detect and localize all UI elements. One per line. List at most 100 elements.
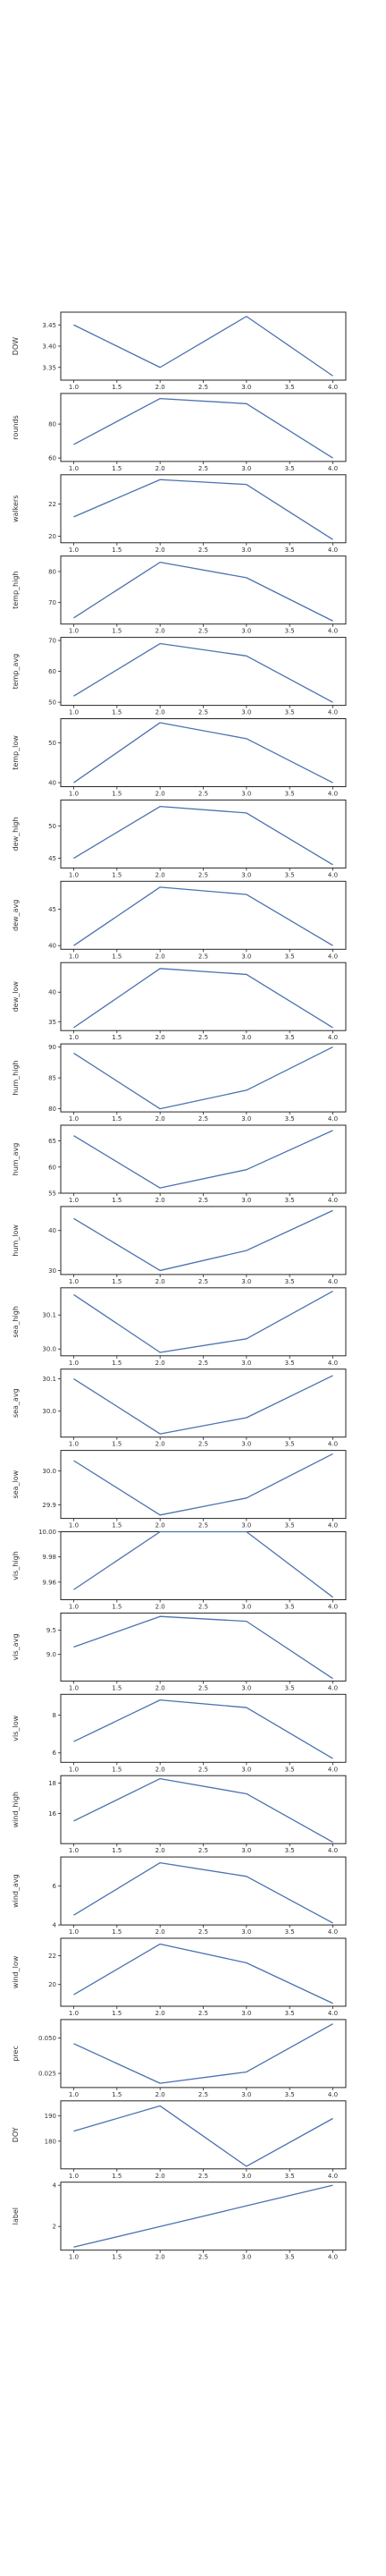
y-axis-label: dew_low [12,981,20,1013]
axes-frame [60,1043,347,1113]
y-tick-label: 85 [48,1075,56,1082]
y-tick-label: 0.050 [38,2035,56,2042]
panel-sea_avg: 1.0 1.5 2.0 2.5 3.0 3.5 4.0 30.0 30.1 sea_avg [12,1368,347,1448]
x-tick-label: 4.0 [328,547,338,554]
y-axis-label: label [12,2207,20,2224]
x-tick-label: 1.0 [69,465,79,472]
x-tick-label: 1.0 [69,1278,79,1285]
x-tick-label: 4.0 [328,2010,338,2017]
x-tick-label: 2.5 [198,1115,208,1123]
x-tick-label: 1.5 [112,953,122,960]
x-tick-label: 3.5 [285,1360,295,1367]
y-tick-label: 40 [48,1227,56,1234]
x-tick-label: 3.5 [285,2173,295,2180]
y-tick-label: 70 [48,599,56,606]
y-tick-label: 40 [48,780,56,787]
x-tick-label: 2.5 [198,2254,208,2261]
x-tick-label: 3.5 [285,1522,295,1530]
x-tick-label: 2.5 [198,384,208,391]
axes-frame [60,880,347,950]
x-tick-label: 3.0 [241,628,251,635]
y-tick-label: 8 [53,1712,56,1719]
x-tick-label: 3.5 [285,1441,295,1448]
y-axis-label: vis_high [12,1551,20,1580]
x-tick-label: 3.0 [241,953,251,960]
x-tick-label: 1.0 [69,1115,79,1123]
x-tick-label: 1.0 [69,1360,79,1367]
series-line [73,1453,333,1516]
panel-wind_low: 1.0 1.5 2.0 2.5 3.0 3.5 4.0 20 22 wind_low [12,1937,347,2017]
y-axis-label: walkers [12,496,20,522]
panel-label: 1.0 1.5 2.0 2.5 3.0 3.5 4.0 2 4 label [12,2182,347,2261]
x-tick-label: 4.0 [328,871,338,878]
x-tick-label: 3.0 [241,2173,251,2180]
x-tick-label: 1.5 [112,628,122,635]
x-tick-label: 2.0 [155,465,165,472]
x-tick-label: 2.0 [155,1604,165,1611]
x-tick-label: 1.0 [69,709,79,716]
y-tick-label: 6 [53,1750,57,1757]
x-tick-label: 3.5 [285,1847,295,1854]
axes-frame [60,1856,347,1926]
axes-frame [60,1693,347,1763]
x-tick-label: 3.0 [241,1360,251,1367]
y-tick-label: 20 [48,533,56,540]
x-tick-label: 1.5 [112,871,122,878]
x-tick-label: 2.0 [155,2254,165,2261]
x-tick-label: 3.5 [285,1115,295,1123]
axes-frame [60,311,347,381]
panel-dew_high: 1.0 1.5 2.0 2.5 3.0 3.5 4.0 45 50 dew_high [12,799,347,878]
panel-walkers: 1.0 1.5 2.0 2.5 3.0 3.5 4.0 20 22 walkers [12,474,347,554]
x-tick-label: 4.0 [328,1441,338,1448]
y-axis-label: sea_high [12,1306,20,1337]
series-line [73,805,333,866]
y-tick-label: 40 [48,943,56,950]
x-tick-label: 1.0 [69,1604,79,1611]
panel-temp_high: 1.0 1.5 2.0 2.5 3.0 3.5 4.0 70 80 temp_high [12,555,347,635]
x-tick-label: 3.0 [241,547,251,554]
x-tick-label: 4.0 [328,628,338,635]
x-tick-label: 3.0 [241,2091,251,2098]
panel-vis_avg: 1.0 1.5 2.0 2.5 3.0 3.5 4.0 9.0 9.5 vis_avg [12,1612,347,1691]
x-tick-label: 2.5 [198,1278,208,1285]
x-tick-label: 1.5 [112,2091,122,2098]
y-axis-label: hum_avg [12,1143,20,1176]
x-tick-label: 1.5 [112,1684,122,1691]
x-tick-label: 2.5 [198,1441,208,1448]
panel-hum_high: 1.0 1.5 2.0 2.5 3.0 3.5 4.0 80 85 90 hum_high [12,1043,347,1123]
y-axis-label: temp_high [12,572,20,609]
x-tick-label: 2.0 [155,384,165,391]
series-line [73,1130,333,1189]
y-axis-label: sea_avg [12,1388,20,1418]
x-tick-label: 1.5 [112,1522,122,1530]
y-axis-label: hum_high [12,1060,20,1095]
series-line [73,1777,333,1843]
y-axis-label: DOY [12,2127,20,2142]
y-tick-label: 30.0 [42,1468,56,1475]
y-tick-label: 45 [48,906,56,913]
x-tick-label: 3.5 [285,547,295,554]
y-axis-label: prec [12,2046,20,2062]
x-tick-label: 2.0 [155,953,165,960]
y-axis-label: dew_avg [12,900,20,931]
y-tick-label: 50 [48,823,56,830]
x-tick-label: 1.0 [69,2010,79,2017]
y-tick-label: 60 [48,1164,56,1171]
x-tick-label: 2.5 [198,1522,208,1530]
panel-DOW: 1.0 1.5 2.0 2.5 3.0 3.5 4.0 3.35 3.40 3.45 DOW [12,311,347,391]
axes-frame [60,555,347,625]
x-tick-label: 1.5 [112,1928,122,1936]
x-tick-label: 1.0 [69,1197,79,1204]
panel-hum_low: 1.0 1.5 2.0 2.5 3.0 3.5 4.0 30 40 hum_low [12,1206,347,1285]
series-line [73,642,333,703]
x-tick-label: 3.0 [241,465,251,472]
x-tick-label: 1.0 [69,1847,79,1854]
y-axis-label: temp_avg [12,654,20,690]
x-tick-label: 1.0 [69,1034,79,1041]
series-line [73,316,333,377]
x-tick-label: 4.0 [328,1766,338,1773]
y-tick-label: 30.1 [42,1376,56,1383]
x-tick-label: 3.5 [285,871,295,878]
x-tick-label: 1.5 [112,2254,122,2261]
